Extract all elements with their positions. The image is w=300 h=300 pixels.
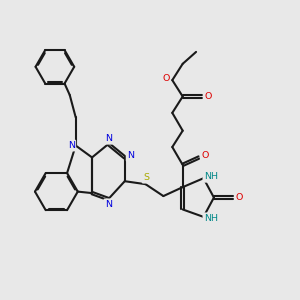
Text: O: O (236, 193, 243, 202)
Text: S: S (143, 173, 149, 182)
Text: NH: NH (204, 214, 218, 223)
Text: O: O (201, 152, 209, 160)
Text: O: O (162, 74, 169, 83)
Text: O: O (204, 92, 211, 101)
Text: N: N (68, 141, 75, 150)
Text: N: N (105, 134, 112, 143)
Text: N: N (105, 200, 112, 209)
Text: N: N (127, 152, 134, 160)
Text: NH: NH (204, 172, 218, 181)
